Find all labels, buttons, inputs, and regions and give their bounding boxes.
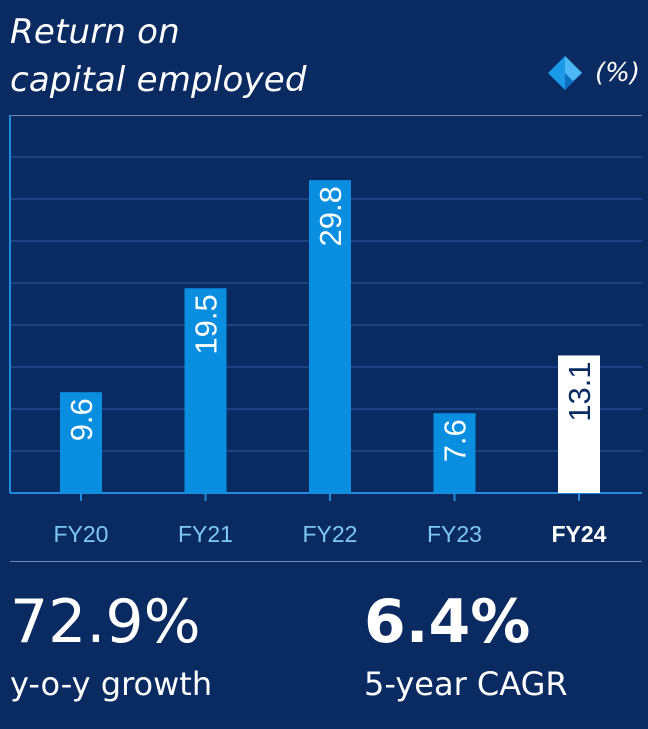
data-label-fy20: 9.6 [64, 398, 99, 441]
bar-fy20 [60, 392, 102, 493]
x-tick-label-fy20: FY20 [54, 521, 109, 547]
chart-title-line-2: capital employed [10, 60, 307, 100]
data-label-fy22: 29.8 [313, 186, 348, 246]
chart-title: Return on capital employed [10, 8, 307, 104]
x-tick-label-fy21: FY21 [178, 521, 233, 547]
stat-yoy-growth-value: 72.9% [10, 587, 201, 657]
stat-cagr-value: 6.4% [364, 587, 531, 657]
bar-fy21 [184, 288, 227, 493]
bar-chart: 9.6 FY20 19.5 FY21 29.8 FY22 7.6 FY23 13.1 FY24 [9, 115, 642, 547]
x-tick-label-fy24: FY24 [552, 521, 607, 547]
x-tick-label-fy22: FY22 [303, 521, 358, 547]
stat-cagr: 6.4% 5-year CAGR [364, 588, 568, 704]
diamond-icon [548, 56, 582, 90]
unit-label: (%) [595, 58, 640, 88]
bar-fy22 [309, 180, 351, 493]
chart-title-line-1: Return on [10, 12, 180, 52]
x-tick-label-fy23: FY23 [427, 521, 482, 547]
bar-fy24 [558, 355, 600, 493]
unit-legend: (%) [547, 55, 640, 91]
top-divider [10, 115, 642, 116]
data-label-fy23: 7.6 [438, 419, 473, 462]
stat-cagr-label: 5-year CAGR [364, 665, 568, 703]
middle-divider [10, 561, 642, 562]
stat-yoy-growth: 72.9% y-o-y growth [10, 588, 212, 704]
data-label-fy21: 19.5 [189, 294, 224, 354]
bar-fy23 [433, 413, 476, 493]
stat-yoy-growth-label: y-o-y growth [10, 665, 213, 703]
data-label-fy24: 13.1 [562, 361, 597, 421]
